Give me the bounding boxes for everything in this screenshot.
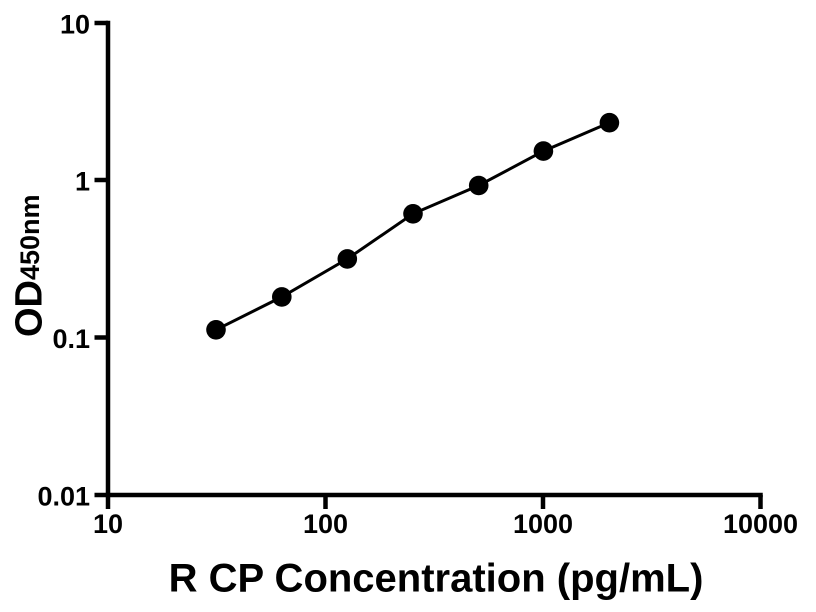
svg-text:10: 10 — [93, 509, 123, 539]
svg-text:0.1: 0.1 — [52, 324, 90, 354]
svg-text:R CP Concentration (pg/mL): R CP Concentration (pg/mL) — [169, 557, 704, 601]
svg-text:1000: 1000 — [513, 509, 573, 539]
svg-text:100: 100 — [303, 509, 348, 539]
svg-text:0.01: 0.01 — [37, 482, 90, 512]
svg-text:1: 1 — [75, 167, 90, 197]
svg-text:OD450nm: OD450nm — [9, 194, 51, 337]
svg-text:10: 10 — [60, 10, 90, 40]
svg-text:10000: 10000 — [723, 509, 798, 539]
